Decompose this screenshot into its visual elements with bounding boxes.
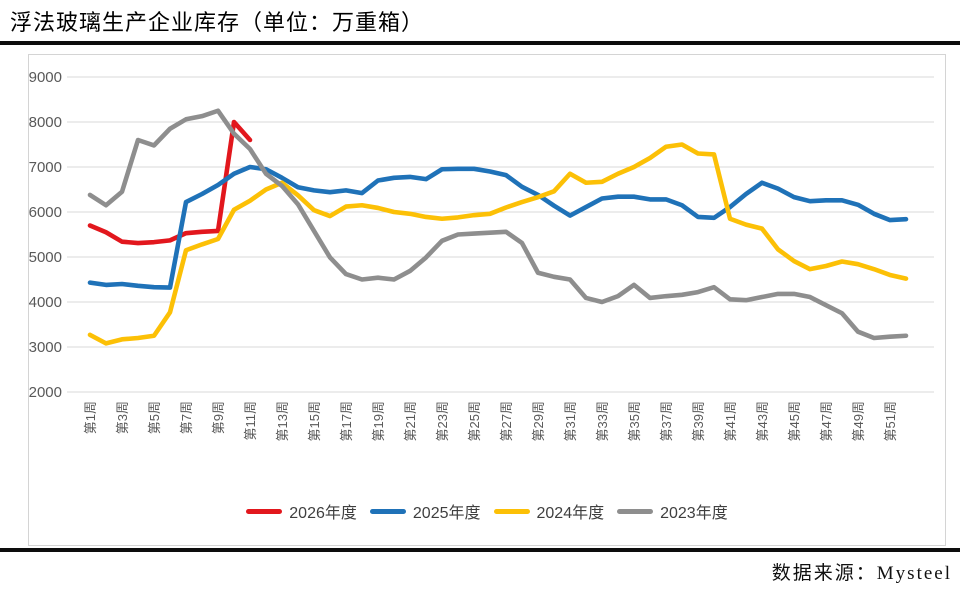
legend-label: 2023年度 [660,505,728,522]
svg-text:第21周: 第21周 [403,401,418,441]
svg-text:第41周: 第41周 [723,401,738,441]
svg-text:第17周: 第17周 [339,401,354,441]
legend-label: 2024年度 [536,505,605,522]
series-line-2024年度 [87,142,909,346]
svg-text:第13周: 第13周 [275,401,290,441]
legend-swatch [617,508,654,514]
legend-item-2023年度: 2023年度 [617,499,728,523]
svg-text:3000: 3000 [29,339,62,356]
svg-text:第15周: 第15周 [307,401,322,441]
svg-text:5000: 5000 [29,249,62,266]
svg-text:2000: 2000 [29,384,62,401]
y-axis-labels: 2000 3000 4000 5000 6000 7000 8000 9000 [29,69,62,401]
svg-text:4000: 4000 [29,294,62,311]
svg-text:第29周: 第29周 [531,401,546,441]
legend-label: 2026年度 [289,505,357,522]
x-axis-labels: 第1周 第3周 第5周 第7周 第9周 第11周 第13周 第15周 第17周 第19周 第21周 第… [83,401,898,441]
legend-item-2024年度: 2024年度 [493,499,605,523]
page-title: 浮法玻璃生产企业库存（单位：万重箱） [10,10,425,35]
svg-text:第43周: 第43周 [755,401,770,441]
title-divider-rule [0,41,960,45]
svg-text:第27周: 第27周 [499,401,514,441]
chart-legend: 2026年度 2025年度 2024年度 2023年度 [29,499,945,523]
svg-text:9000: 9000 [29,69,62,86]
svg-text:第47周: 第47周 [819,401,834,441]
svg-text:第5周: 第5周 [147,401,162,434]
svg-text:第9周: 第9周 [211,401,226,434]
legend-swatch [246,508,283,514]
svg-text:6000: 6000 [29,204,62,221]
bottom-divider-rule [0,548,960,552]
svg-text:第19周: 第19周 [371,401,386,441]
svg-text:第35周: 第35周 [627,401,642,441]
svg-text:第1周: 第1周 [83,401,98,434]
svg-text:第3周: 第3周 [115,401,130,434]
svg-text:第7周: 第7周 [179,401,194,434]
svg-text:8000: 8000 [29,114,62,131]
chart-container: 2000 3000 4000 5000 6000 7000 8000 9000 第1周 第3周 第5… [28,54,946,546]
legend-item-2025年度: 2025年度 [369,499,481,523]
svg-text:第25周: 第25周 [467,401,482,441]
series-line-2023年度 [87,108,909,341]
svg-text:第33周: 第33周 [595,401,610,441]
svg-text:7000: 7000 [29,159,62,176]
legend-swatch [369,508,406,514]
svg-text:第37周: 第37周 [659,401,674,441]
legend-item-2026年度: 2026年度 [246,499,357,523]
series-line-2026年度 [87,119,253,246]
svg-text:第39周: 第39周 [691,401,706,441]
legend-swatch [493,508,530,514]
legend-label: 2025年度 [412,505,481,522]
source-credit: 数据来源：Mysteel [771,563,952,584]
series-line-2025年度 [87,164,909,290]
svg-text:第23周: 第23周 [435,401,450,441]
svg-text:第51周: 第51周 [883,401,898,441]
svg-text:第45周: 第45周 [787,401,802,441]
svg-text:第49周: 第49周 [851,401,866,441]
line-chart: 2000 3000 4000 5000 6000 7000 8000 9000 第1周 第3周 第5… [29,69,934,441]
svg-text:第31周: 第31周 [563,401,578,441]
svg-text:第11周: 第11周 [243,401,258,441]
